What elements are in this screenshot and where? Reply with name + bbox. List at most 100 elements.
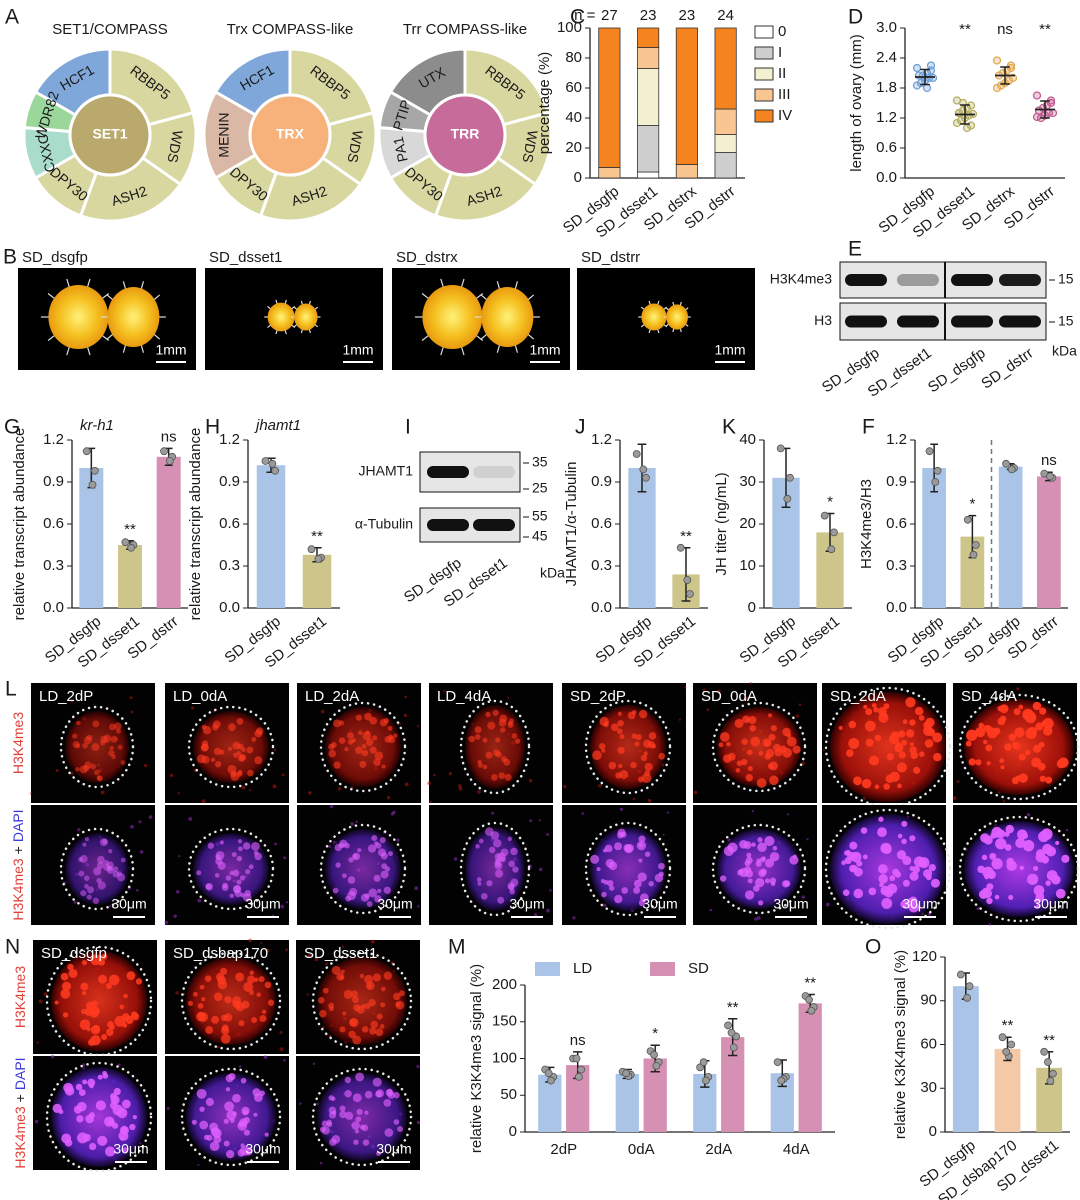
nucleus-dot [1041, 720, 1047, 726]
nucleus-dot [96, 855, 105, 864]
y-tick-label: 0.0 [886, 599, 907, 616]
y-tick-label: 1.2 [886, 431, 907, 448]
nucleus-dot [786, 732, 792, 738]
y-tick-label: 0.0 [219, 599, 240, 616]
significance-label: ** [124, 521, 136, 538]
nucleus-dot [342, 873, 347, 879]
bar [256, 465, 286, 608]
background-speck [786, 813, 790, 816]
significance-label: ** [1039, 21, 1051, 38]
background-speck [1016, 687, 1020, 691]
nucleus-dot [123, 993, 128, 999]
nucleus-dot [376, 1013, 383, 1020]
nucleus-dot [81, 959, 88, 966]
nucleus-dot [898, 751, 906, 759]
nucleus-dot [234, 889, 242, 898]
data-point [1002, 459, 1010, 468]
nucleus-dot [338, 737, 346, 744]
nucleus-dot [896, 762, 907, 773]
background-speck [619, 807, 624, 811]
background-speck [263, 1055, 268, 1060]
image-caption: SD_0dA [701, 688, 757, 705]
nucleus-dot [95, 1100, 106, 1111]
nucleus-dot [897, 833, 903, 839]
nucleus-dot [902, 879, 910, 887]
background-speck [956, 779, 960, 783]
nucleus-dot [853, 776, 862, 786]
nucleus-dot [881, 897, 893, 909]
nucleus-dot [384, 1128, 394, 1137]
background-speck [427, 781, 432, 786]
bar [156, 456, 181, 608]
nucleus-dot [601, 748, 606, 753]
bar-segment [637, 171, 660, 179]
nucleus-dot [322, 987, 329, 994]
nucleus-dot [361, 1004, 366, 1009]
background-speck [507, 696, 510, 700]
nucleus-dot [651, 743, 657, 749]
background-speck [248, 938, 253, 943]
dotted-outline [59, 705, 135, 789]
nucleus-dot [330, 741, 337, 748]
dotted-outline [187, 705, 275, 789]
nucleus-dot [912, 865, 920, 874]
blot-band [951, 274, 993, 286]
dotted-outline [824, 808, 952, 930]
row-label: H3K4me3 + DAPI [10, 809, 26, 920]
nucleus-dot [1039, 775, 1046, 782]
background-speck [795, 714, 799, 718]
nucleus-dot [108, 723, 116, 731]
dotted-outline [45, 945, 153, 1057]
nucleus-dot [880, 842, 892, 854]
nucleus-dot [348, 857, 354, 863]
nucleus-dot [468, 735, 475, 743]
row-label: H3K4me3 + DAPI [12, 1057, 28, 1168]
scale-label: 30μm [245, 896, 280, 912]
image-caption: LD_2dP [39, 688, 93, 705]
nucleus-dot [75, 767, 80, 772]
nucleus-dot [219, 840, 224, 845]
y-tick-label: 0.3 [886, 557, 907, 574]
nucleus-dot [92, 720, 100, 728]
nucleus-dot [877, 827, 887, 838]
nucleus-dot [841, 860, 846, 865]
nucleus-dot [64, 1139, 73, 1147]
nucleus-dot [97, 881, 106, 890]
wheel-core [68, 93, 152, 177]
background-speck [806, 838, 809, 841]
y-axis-label: JHAMT1/α-Tubulin [563, 462, 580, 587]
y-tick-label: 0.6 [876, 139, 897, 156]
nucleus-dot [243, 893, 252, 902]
nucleus-dot [596, 867, 601, 872]
legend-swatch [754, 25, 774, 39]
y-tick-label: 0.9 [219, 473, 240, 490]
background-speck [308, 791, 312, 795]
bar-segment [598, 27, 621, 168]
background-speck [175, 991, 179, 995]
background-speck [166, 1106, 170, 1110]
data-point [933, 466, 942, 475]
ovary [267, 302, 295, 332]
data-point [547, 1076, 555, 1085]
background-speck [50, 1054, 55, 1059]
data-point [632, 450, 641, 458]
nucleus-dot [346, 732, 354, 740]
bar-segment [598, 167, 621, 179]
dotted-outline [958, 693, 1080, 801]
nucleus-dot [644, 851, 651, 857]
nucleus-dot [94, 769, 100, 776]
error-bar [1000, 66, 1010, 85]
nucleus-dot [207, 842, 215, 849]
nucleus-dot [975, 759, 982, 766]
y-tick-label: 30 [739, 473, 756, 490]
nucleus-dot [344, 1076, 352, 1084]
nucleus-dot [370, 1020, 379, 1029]
nucleus-dot [96, 861, 105, 869]
scale-label: 30μm [111, 896, 146, 912]
bar-segment [637, 68, 660, 126]
nucleus-dot [67, 963, 74, 971]
nucleus-region [51, 1067, 147, 1167]
nucleus-dot [243, 982, 254, 992]
nucleus-dot [764, 740, 771, 747]
nucleus-dot [507, 836, 512, 842]
